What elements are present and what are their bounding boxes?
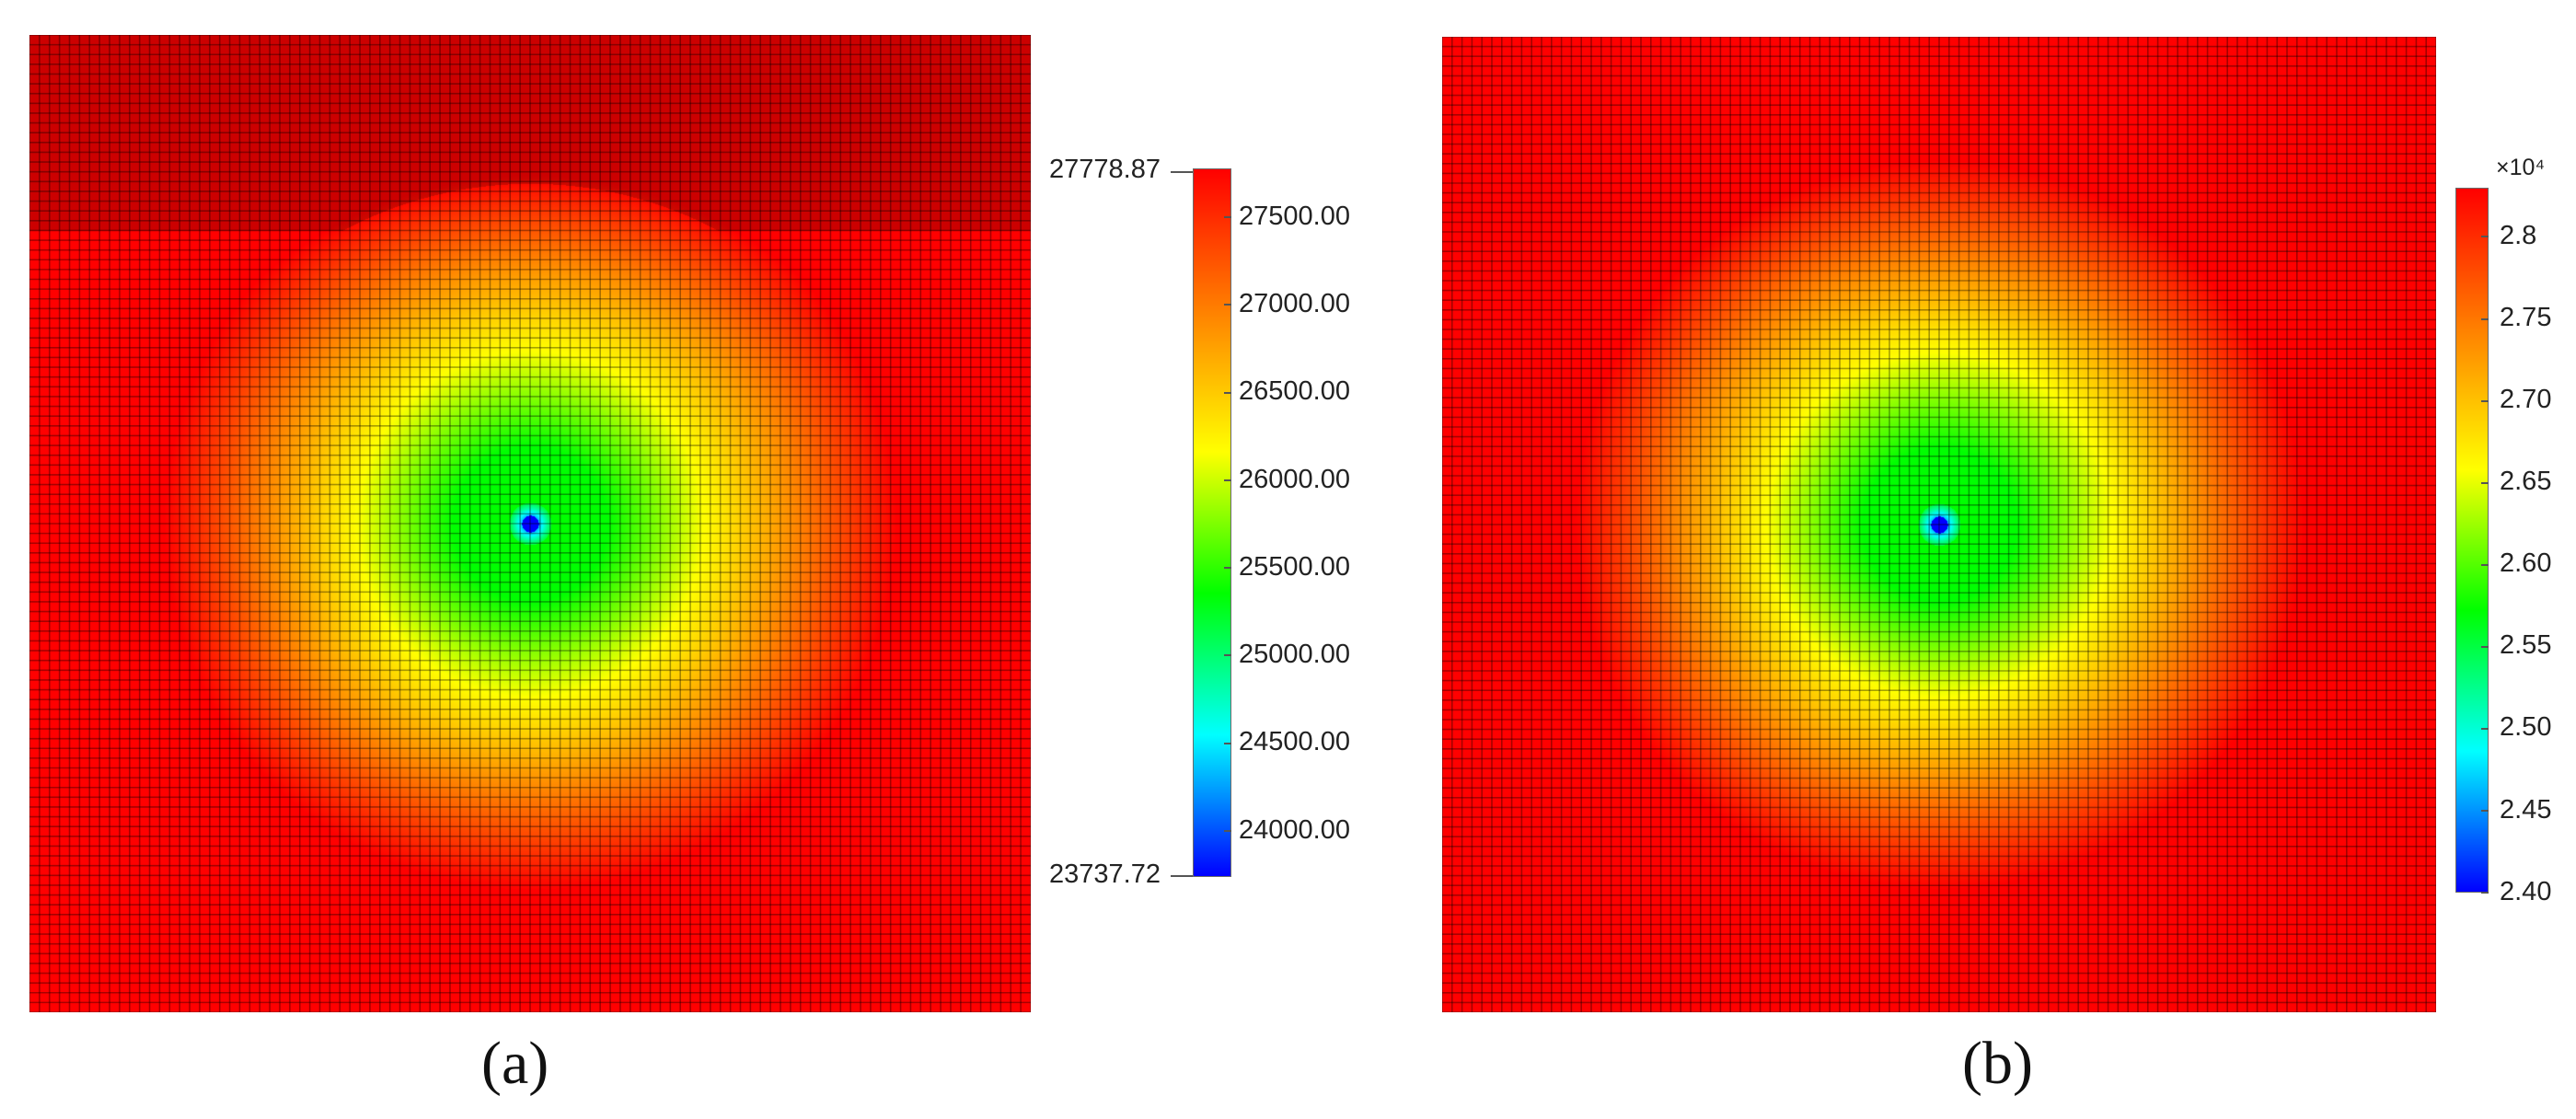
colorbar-tick-mark — [1224, 567, 1231, 570]
colorbar-tick-label: 2.50 — [2500, 712, 2552, 743]
colorbar-tick-label: 26000.00 — [1239, 464, 1350, 494]
colorbar-tick-label: 24500.00 — [1239, 727, 1350, 757]
colorbar-tick-mark — [2481, 645, 2489, 648]
colorbar-tick-label: 2.8 — [2500, 221, 2537, 251]
colorbar-tick-mark — [2481, 399, 2489, 402]
colorbar-tick-mark — [2481, 481, 2489, 484]
colorbar-tick-mark — [2481, 317, 2489, 320]
colorbar-a-min-label: 23737.72 — [1049, 859, 1161, 889]
colorbar-tick-mark — [1224, 830, 1231, 833]
panel-a-caption: (a) — [481, 1030, 549, 1097]
colorbar-tick-mark — [1224, 742, 1231, 744]
colorbar-tick-mark — [2481, 236, 2489, 238]
colorbar-tick-label: 25500.00 — [1239, 551, 1350, 582]
colorbar-tick-label: 2.60 — [2500, 548, 2552, 579]
colorbar-tick-label: 2.65 — [2500, 467, 2552, 497]
heatmap-a — [29, 35, 1031, 1012]
colorbar-tick-mark — [1224, 479, 1231, 481]
colorbar-tick-mark — [1224, 654, 1231, 657]
colorbar-tick-mark — [1224, 391, 1231, 394]
colorbar-a-max-label: 27778.87 — [1049, 155, 1161, 184]
colorbar-tick-mark — [2481, 892, 2489, 894]
colorbar-tick-mark — [1224, 304, 1231, 306]
heatmap-b — [1442, 37, 2436, 1012]
colorbar-b-exponent: ×10⁴ — [2496, 155, 2546, 180]
colorbar-tick-mark — [1224, 216, 1231, 219]
colorbar-tick-mark — [2481, 809, 2489, 812]
colorbar-a-max-leader — [1171, 171, 1193, 173]
panel-b-caption: (b) — [1962, 1030, 2033, 1097]
colorbar-tick-label: 27500.00 — [1239, 201, 1350, 231]
colorbar-tick-label: 26500.00 — [1239, 376, 1350, 407]
colorbar-b — [2455, 188, 2489, 893]
colorbar-tick-label: 2.75 — [2500, 303, 2552, 333]
colorbar-tick-mark — [2481, 563, 2489, 566]
colorbar-a — [1193, 168, 1231, 877]
colorbar-tick-label: 2.45 — [2500, 794, 2552, 825]
colorbar-tick-label: 2.70 — [2500, 385, 2552, 415]
colorbar-tick-label: 2.40 — [2500, 876, 2552, 906]
colorbar-tick-mark — [2481, 727, 2489, 730]
colorbar-tick-label: 27000.00 — [1239, 289, 1350, 318]
colorbar-a-min-leader — [1171, 875, 1193, 877]
colorbar-tick-label: 2.55 — [2500, 630, 2552, 661]
colorbar-tick-label: 24000.00 — [1239, 814, 1350, 845]
colorbar-tick-label: 25000.00 — [1239, 640, 1350, 670]
